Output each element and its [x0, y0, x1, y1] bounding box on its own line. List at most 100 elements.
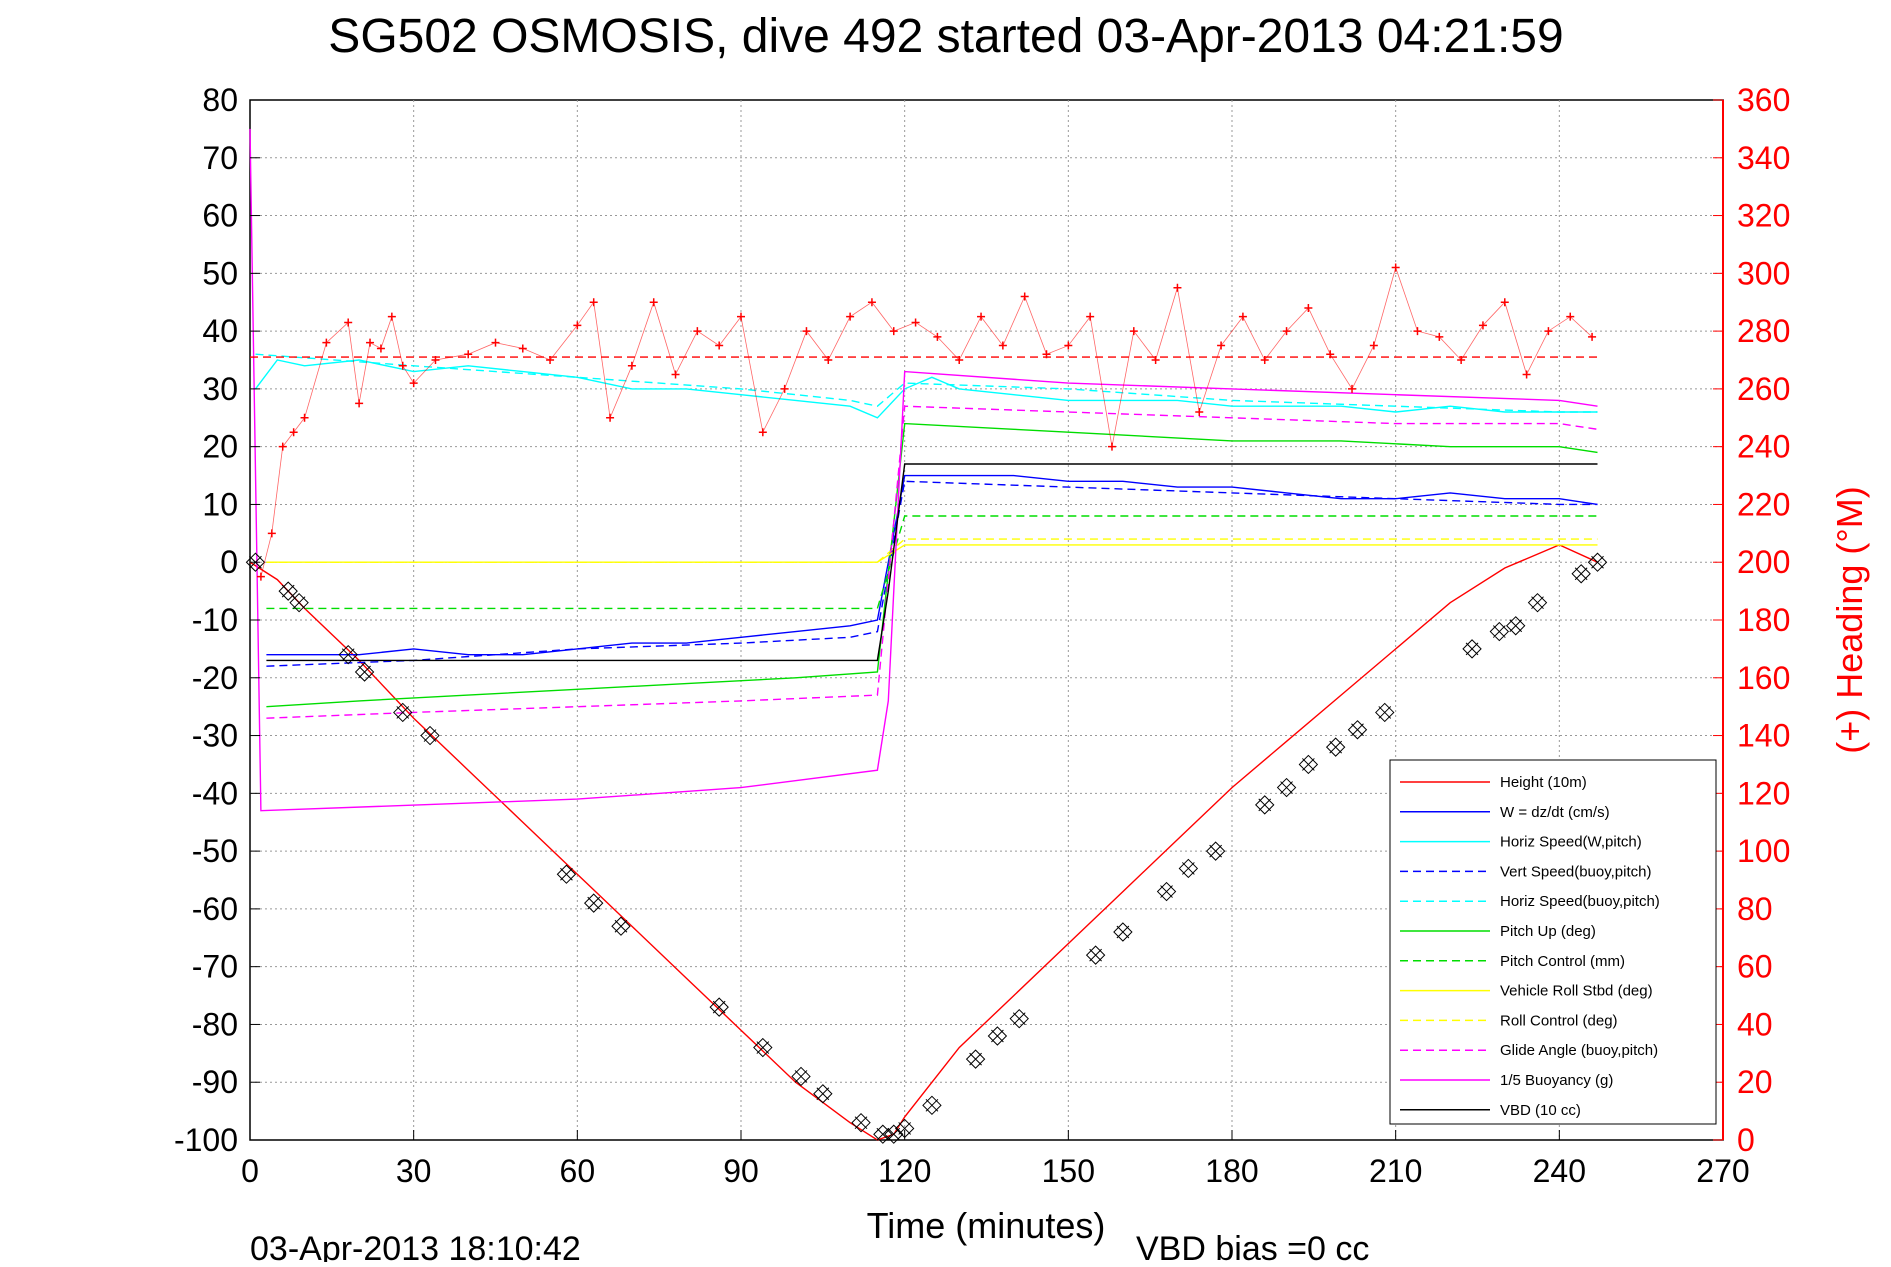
y-tick-label: 10 — [202, 486, 238, 522]
tick-layer: 0 30 60 90 120 150 180 210 240 270 80 70 60 50 40 30 20 1… — [174, 82, 1790, 1189]
y2-tick-label: 360 — [1737, 82, 1790, 118]
y2-tick-label: 20 — [1737, 1064, 1773, 1100]
y-tick-label: 80 — [202, 82, 238, 118]
series-line — [266, 422, 1598, 708]
y-tick-label: 40 — [202, 313, 238, 349]
x-tick-label: 90 — [723, 1153, 759, 1189]
legend-label: Horiz Speed(buoy,pitch) — [1500, 893, 1660, 910]
y2-tick-label: 0 — [1737, 1122, 1755, 1158]
y2-tick-label: 180 — [1737, 602, 1790, 638]
y-tick-label: -80 — [192, 1006, 238, 1042]
x-tick-label: 60 — [560, 1153, 596, 1189]
height-marker — [873, 1124, 893, 1144]
series-line — [266, 538, 1598, 563]
height-marker — [393, 702, 413, 723]
y2-tick-label: 240 — [1737, 429, 1790, 465]
height-marker — [1489, 621, 1510, 642]
height-marker — [1527, 592, 1548, 613]
x-axis-label: Time (minutes) — [867, 1205, 1106, 1246]
legend-label: Horiz Speed(W,pitch) — [1500, 834, 1642, 851]
height-marker — [1009, 1008, 1029, 1029]
heading-layer — [250, 263, 1598, 581]
height-marker — [851, 1112, 871, 1133]
height-marker — [922, 1095, 942, 1116]
height-marker — [753, 1037, 773, 1058]
legend-label: W = dz/dt (cm/s) — [1500, 804, 1610, 821]
height-marker — [583, 893, 604, 913]
grid-layer — [250, 100, 1723, 1140]
y2-tick-label: 100 — [1737, 833, 1790, 869]
y2-tick-label: 320 — [1737, 198, 1790, 234]
legend-label: Vert Speed(buoy,pitch) — [1500, 863, 1651, 880]
height-marker — [1205, 841, 1226, 861]
legend-box — [1389, 759, 1717, 1125]
legend-label: Glide Angle (buoy,pitch) — [1500, 1042, 1658, 1059]
y2-tick-label: 60 — [1737, 949, 1773, 985]
series-line — [266, 515, 1598, 610]
height-marker — [1085, 945, 1106, 965]
series-line — [266, 405, 1598, 719]
legend: Height (10m) W = dz/dt (cm/s) Horiz Speed(… — [1389, 759, 1717, 1125]
height-marker — [611, 916, 631, 936]
height-marker — [1587, 552, 1608, 572]
y2-tick-label: 200 — [1737, 544, 1790, 580]
marker-layer — [245, 552, 1608, 1144]
height-marker — [1255, 795, 1275, 815]
y2-tick-label: 220 — [1737, 486, 1790, 522]
legend-label: 1/5 Buoyancy (g) — [1500, 1072, 1613, 1089]
y2-tick-label: 80 — [1737, 891, 1773, 927]
height-marker — [556, 864, 577, 884]
x-tick-label: 180 — [1205, 1153, 1258, 1189]
height-marker — [791, 1066, 811, 1087]
height-marker — [709, 997, 729, 1017]
y2-tick-label: 300 — [1737, 255, 1790, 291]
x-tick-label: 0 — [241, 1153, 259, 1189]
x-tick-label: 120 — [878, 1153, 931, 1189]
y2-tick-label: 340 — [1737, 140, 1790, 176]
series-line — [255, 353, 1598, 413]
y2-tick-label: 40 — [1737, 1006, 1773, 1042]
series-line — [266, 463, 1598, 662]
legend-label: Pitch Up (deg) — [1500, 923, 1596, 940]
y2-axis-label: (+) Heading (°M) — [1829, 486, 1870, 753]
legend-label: Vehicle Roll Stbd (deg) — [1500, 983, 1653, 1000]
height-marker — [1347, 720, 1368, 740]
series-line — [249, 128, 1598, 812]
heading-trace — [260, 266, 1593, 577]
y-tick-label: -40 — [192, 775, 238, 811]
height-marker — [1571, 564, 1591, 584]
footer-timestamp: 03-Apr-2013 18:10:42 — [250, 1230, 581, 1262]
y-tick-label: -20 — [192, 660, 238, 696]
height-marker — [1462, 639, 1482, 659]
legend-label: Height (10m) — [1500, 774, 1587, 791]
height-marker — [354, 662, 375, 682]
y-tick-label: -50 — [192, 833, 238, 869]
legend-label: VBD (10 cc) — [1500, 1102, 1581, 1119]
height-marker — [1298, 754, 1319, 775]
height-marker — [1505, 616, 1526, 636]
height-marker — [1113, 922, 1133, 942]
height-marker — [1156, 881, 1177, 902]
legend-label: Roll Control (deg) — [1500, 1012, 1618, 1029]
y2-tick-label: 260 — [1737, 371, 1790, 407]
y2-tick-label: 280 — [1737, 313, 1790, 349]
series-line — [266, 474, 1598, 656]
height-marker — [278, 581, 298, 601]
y-tick-label: 0 — [220, 544, 238, 580]
series-layer — [249, 128, 1598, 1141]
height-marker — [420, 725, 440, 746]
height-marker — [987, 1026, 1008, 1046]
y-tick-label: -70 — [192, 949, 238, 985]
x-tick-label: 30 — [396, 1153, 432, 1189]
y-tick-label: 60 — [202, 198, 238, 234]
height-marker — [1178, 858, 1199, 879]
height-marker — [1276, 777, 1297, 798]
height-marker — [813, 1084, 833, 1104]
y-tick-label: -10 — [192, 602, 238, 638]
series-line — [266, 480, 1598, 667]
x-tick-label: 150 — [1042, 1153, 1095, 1189]
height-marker — [965, 1049, 986, 1069]
series-line — [266, 544, 1598, 563]
